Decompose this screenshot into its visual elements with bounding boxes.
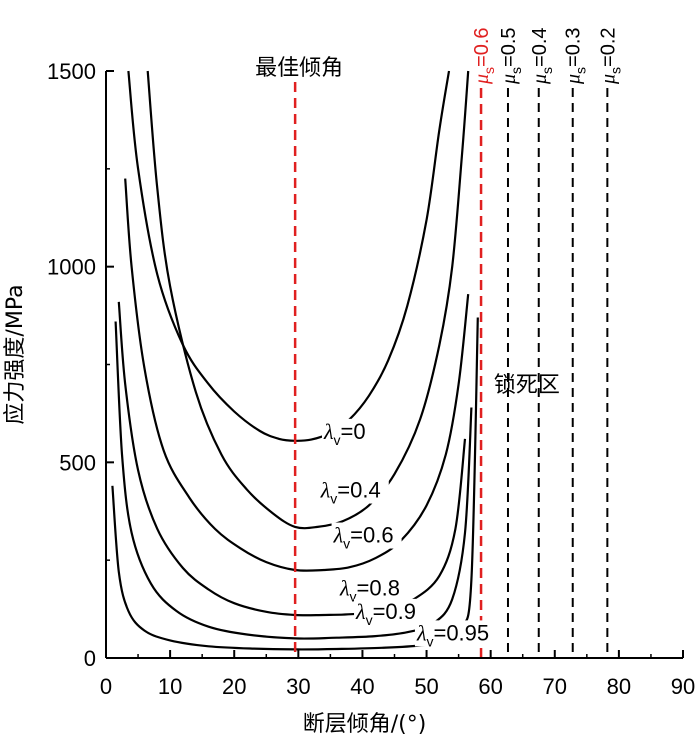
x-tick-label: 20 — [222, 674, 246, 699]
x-tick-label: 0 — [100, 674, 112, 699]
curve-label-bg — [331, 522, 402, 549]
curve-label: λv=0.4 — [320, 478, 381, 507]
friction-label: μs=0.6 — [471, 27, 497, 85]
curve-label-bg — [321, 418, 366, 445]
friction-label: μs=0.3 — [563, 27, 589, 85]
curve-label: λv=0.9 — [355, 599, 416, 628]
friction-label-text: μs=0.3 — [563, 27, 589, 85]
curve-label-bg — [338, 575, 409, 602]
friction-label-text: μs=0.6 — [471, 27, 497, 85]
lock-zone-label: 锁死区 — [494, 373, 560, 398]
friction-lines — [293, 82, 609, 658]
curve-lambda-0.4 — [146, 70, 470, 530]
friction-label-text: μs=0.4 — [529, 27, 555, 85]
x-tick-label: 80 — [607, 674, 631, 699]
optimal-angle-label: 最佳倾角 — [255, 56, 343, 81]
x-tick-label: 90 — [671, 674, 695, 699]
x-tick-label: 40 — [350, 674, 374, 699]
curve-label: λv=0.6 — [333, 523, 394, 552]
curve-label-bg — [414, 620, 498, 647]
x-axis-title: 断层倾角/(°) — [303, 712, 427, 737]
friction-label: μs=0.5 — [498, 27, 524, 85]
x-tick-label: 50 — [414, 674, 438, 699]
curve-label: λv=0.8 — [339, 575, 400, 604]
x-tick-label: 60 — [478, 674, 502, 699]
y-tick-label: 500 — [59, 450, 96, 475]
friction-label-text: μs=0.2 — [597, 27, 623, 85]
x-tick-label: 30 — [286, 674, 310, 699]
curve-lambda-0.6 — [124, 178, 470, 572]
y-axis-title: 应力强度/MPa — [3, 284, 28, 424]
x-tick-label: 70 — [543, 674, 567, 699]
curve-lambda-0.8 — [117, 301, 467, 617]
friction-label: μs=0.2 — [597, 27, 623, 85]
curve-label-bg — [354, 598, 425, 625]
y-tick-label: 1500 — [47, 59, 96, 84]
curve-label-bg — [318, 477, 389, 504]
friction-label-text: μs=0.5 — [498, 27, 524, 85]
y-tick-label: 1000 — [47, 255, 96, 280]
axes: 0 10 20 30 40 50 60 70 80 90 0 500 1000 1500 — [47, 59, 695, 699]
labels: 断层倾角/(°) 应力强度/MPa 最佳倾角 μs=0.6μs=0.5μs=0.4 μs… — [3, 27, 623, 737]
curve-lambda-0 — [127, 70, 451, 442]
x-tick-label: 10 — [158, 674, 182, 699]
curve-label: λv=0 — [323, 419, 366, 448]
y-tick-label: 0 — [84, 646, 96, 671]
curve-label: λv=0.95 — [416, 620, 489, 649]
curves — [111, 70, 479, 651]
curve-lambda-0.9 — [114, 321, 473, 640]
friction-label: μs=0.4 — [529, 27, 555, 85]
